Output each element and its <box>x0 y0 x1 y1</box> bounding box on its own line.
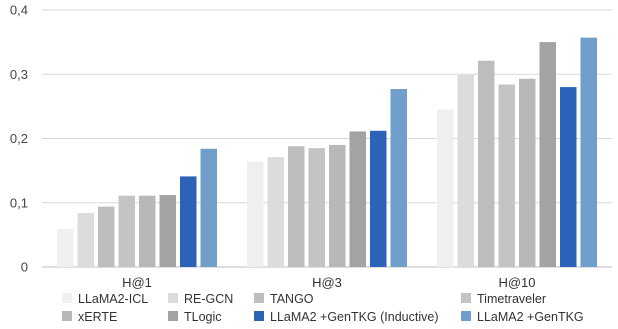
legend-label: xERTE <box>78 310 117 324</box>
bar <box>437 109 454 268</box>
bar <box>159 195 176 267</box>
legend-swatch <box>168 293 178 303</box>
bar <box>57 229 74 267</box>
bar <box>370 130 387 267</box>
bar <box>77 213 94 267</box>
bar <box>539 42 556 267</box>
bar <box>118 195 135 267</box>
bar <box>98 206 115 267</box>
bar <box>288 146 305 267</box>
legend-swatch <box>461 293 471 303</box>
legend-label: LLaMA2 +GenTKG <box>477 310 584 324</box>
bar <box>560 87 577 267</box>
bar <box>200 148 217 267</box>
legend-label: RE-GCN <box>184 292 233 306</box>
legend-label: TANGO <box>270 292 314 306</box>
legend: LLaMA2-ICL RE-GCN TANGO Timetraveler xERTE TL… <box>62 292 584 324</box>
y-tick-label: 0,1 <box>10 195 28 210</box>
legend-swatch <box>168 311 178 321</box>
legend-swatch <box>461 311 471 321</box>
x-tick-label: H@10 <box>498 275 535 290</box>
bar <box>139 195 156 267</box>
legend-swatch <box>254 293 264 303</box>
legend-swatch <box>62 293 72 303</box>
bar <box>390 89 407 267</box>
legend-label: Timetraveler <box>477 292 546 306</box>
gridlines <box>42 9 612 268</box>
x-axis: H@1 H@3 H@10 <box>122 275 535 290</box>
bar <box>308 148 325 267</box>
y-axis: 0 0,1 0,2 0,3 0,4 <box>10 3 28 275</box>
bar <box>478 60 495 267</box>
bar <box>329 144 346 267</box>
x-tick-label: H@1 <box>122 275 152 290</box>
bar <box>580 37 597 267</box>
legend-label: LLaMA2-ICL <box>78 292 148 306</box>
x-tick-label: H@3 <box>312 275 342 290</box>
bar <box>519 78 536 267</box>
y-tick-label: 0,2 <box>10 131 28 146</box>
legend-label: LLaMA2 +GenTKG (Inductive) <box>270 310 438 324</box>
bar <box>498 84 515 267</box>
legend-swatch <box>62 311 72 321</box>
y-tick-label: 0,4 <box>10 3 28 18</box>
legend-swatch <box>254 311 264 321</box>
bar <box>457 74 474 267</box>
y-tick-label: 0 <box>21 260 28 275</box>
legend-label: TLogic <box>184 310 222 324</box>
bar <box>180 176 197 267</box>
bar <box>247 161 264 267</box>
bars <box>57 37 597 268</box>
bar <box>267 157 284 267</box>
y-tick-label: 0,3 <box>10 67 28 82</box>
bar <box>349 131 366 267</box>
